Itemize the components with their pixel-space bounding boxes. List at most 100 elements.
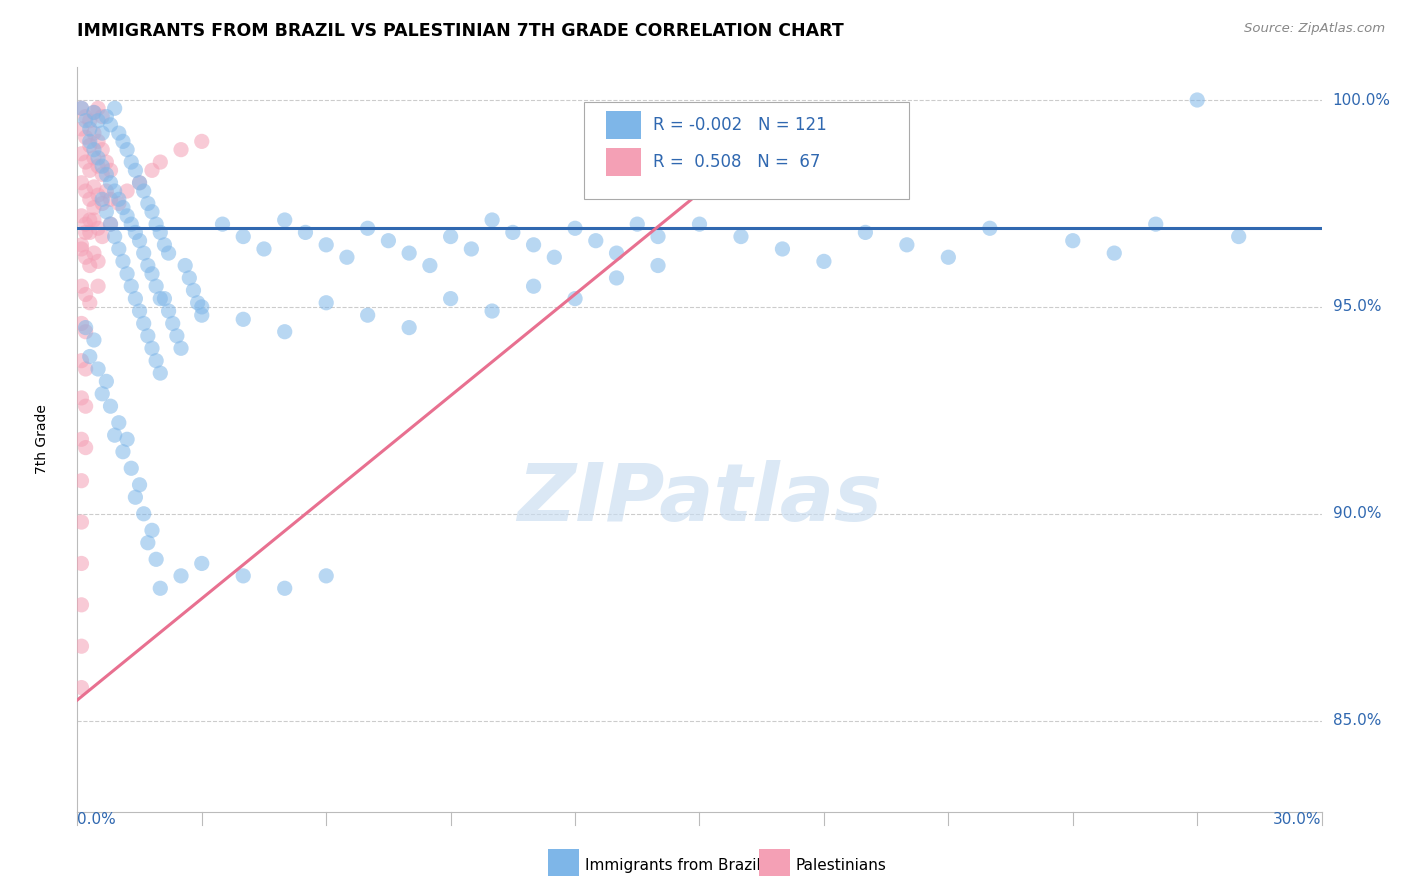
Point	[108, 242, 131, 256]
Point	[141, 204, 163, 219]
Point	[111, 134, 134, 148]
Point	[115, 184, 138, 198]
Point	[166, 329, 188, 343]
Point	[136, 535, 159, 549]
Point	[108, 192, 131, 206]
Point	[120, 217, 142, 231]
Point	[96, 155, 118, 169]
Point	[100, 192, 122, 206]
Point	[730, 229, 752, 244]
Point	[70, 242, 93, 256]
Point	[115, 267, 138, 281]
Point	[79, 192, 101, 206]
Point	[274, 581, 297, 595]
Point	[91, 110, 114, 124]
Point	[100, 163, 122, 178]
Point	[75, 441, 97, 455]
Point	[124, 490, 146, 504]
Point	[162, 317, 184, 331]
Point	[75, 130, 97, 145]
Point	[108, 196, 131, 211]
Point	[232, 312, 254, 326]
Point	[96, 375, 118, 389]
Point	[141, 341, 163, 355]
Point	[104, 184, 127, 198]
Point	[141, 267, 163, 281]
Point	[75, 320, 97, 334]
Point	[100, 399, 122, 413]
Point	[145, 217, 167, 231]
Point	[79, 122, 101, 136]
Point	[70, 681, 93, 695]
Point	[191, 134, 214, 148]
Point	[120, 279, 142, 293]
Point	[87, 254, 110, 268]
Point	[132, 246, 155, 260]
Point	[274, 213, 297, 227]
Point	[315, 569, 337, 583]
Point	[149, 292, 172, 306]
Point	[111, 254, 134, 268]
Point	[120, 461, 142, 475]
Point	[211, 217, 233, 231]
Point	[153, 237, 176, 252]
Point	[70, 432, 93, 446]
Point	[70, 209, 93, 223]
Point	[75, 155, 97, 169]
Point	[100, 217, 122, 231]
Point	[83, 105, 105, 120]
Point	[70, 317, 93, 331]
Point	[647, 229, 669, 244]
Point	[120, 155, 142, 169]
Point	[377, 234, 399, 248]
Point	[170, 143, 193, 157]
Point	[232, 569, 254, 583]
Point	[91, 386, 114, 401]
Point	[70, 176, 93, 190]
Point	[83, 143, 105, 157]
Point	[149, 366, 172, 380]
Point	[136, 259, 159, 273]
Point	[115, 143, 138, 157]
Text: Source: ZipAtlas.com: Source: ZipAtlas.com	[1244, 22, 1385, 36]
Point	[79, 113, 101, 128]
Point	[145, 353, 167, 368]
Point	[440, 229, 463, 244]
Point	[336, 250, 359, 264]
Point	[83, 213, 105, 227]
Point	[149, 581, 172, 595]
Point	[357, 221, 380, 235]
Text: ZIPatlas: ZIPatlas	[517, 460, 882, 538]
Point	[70, 515, 93, 529]
Point	[502, 226, 524, 240]
Point	[294, 226, 316, 240]
Text: 95.0%: 95.0%	[1333, 300, 1381, 314]
Point	[79, 226, 101, 240]
Text: 85.0%: 85.0%	[1333, 714, 1381, 728]
Point	[606, 246, 628, 260]
Point	[136, 329, 159, 343]
Point	[70, 237, 93, 252]
Point	[128, 304, 150, 318]
Point	[187, 295, 209, 310]
Point	[91, 192, 114, 206]
Point	[1144, 217, 1167, 231]
Point	[79, 213, 101, 227]
Point	[481, 213, 503, 227]
Point	[124, 226, 146, 240]
Point	[141, 163, 163, 178]
Point	[523, 279, 546, 293]
Point	[100, 176, 122, 190]
Point	[100, 217, 122, 231]
Point	[1227, 229, 1250, 244]
Point	[157, 246, 180, 260]
Point	[91, 126, 114, 140]
Point	[772, 242, 794, 256]
Point	[124, 163, 146, 178]
Point	[1187, 93, 1209, 107]
Point	[87, 362, 110, 376]
Point	[440, 292, 463, 306]
Point	[191, 557, 214, 571]
Point	[70, 557, 93, 571]
Point	[855, 226, 877, 240]
